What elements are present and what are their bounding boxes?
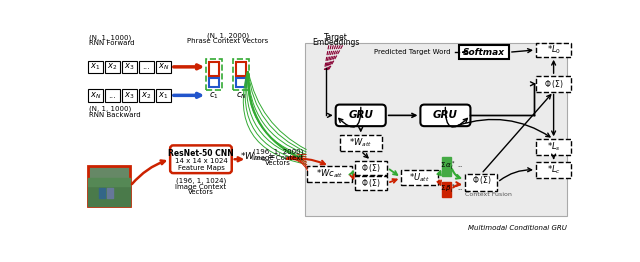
Bar (88, 61, 103, 73)
Bar (355, 161, 387, 175)
Bar (234, 59, 249, 90)
Bar (206, 59, 221, 90)
Bar (105, 89, 120, 101)
Text: Embeddings: Embeddings (312, 39, 360, 47)
Bar (442, 182, 451, 197)
Text: $*L_0$: $*L_0$ (547, 44, 561, 56)
Bar (105, 61, 120, 73)
Bar (209, 78, 220, 87)
Bar (88, 89, 103, 101)
Text: Image Context: Image Context (175, 184, 227, 190)
Bar (442, 157, 451, 176)
Text: Feature Maps: Feature Maps (177, 165, 225, 171)
Bar (139, 89, 154, 101)
Text: $*Wc_{att}$: $*Wc_{att}$ (316, 168, 343, 180)
Text: $x_N$: $x_N$ (90, 90, 101, 101)
Bar (340, 135, 382, 151)
Bar (209, 62, 220, 76)
Bar (156, 89, 171, 101)
Bar (122, 61, 137, 73)
Text: $x_3$: $x_3$ (124, 90, 134, 101)
Text: (196, 1, 1024): (196, 1, 1024) (176, 178, 226, 184)
Text: $x_3$: $x_3$ (124, 62, 134, 72)
Bar (536, 162, 572, 178)
Bar (88, 166, 130, 206)
Text: (N, 1, 1000): (N, 1, 1000) (90, 106, 132, 112)
Text: (196, 1, 2000): (196, 1, 2000) (253, 148, 303, 155)
Text: (N, 1, 1000): (N, 1, 1000) (90, 34, 132, 41)
Bar (536, 76, 572, 91)
Bar (307, 166, 352, 182)
Bar (459, 45, 509, 59)
Text: ...: ... (142, 62, 150, 71)
Bar (536, 43, 572, 57)
Text: Target: Target (324, 33, 348, 42)
Bar (401, 170, 438, 185)
Text: GRU: GRU (348, 110, 373, 120)
Text: Predicted Target Word: Predicted Target Word (374, 49, 451, 55)
Text: Image Context: Image Context (252, 155, 303, 161)
Bar (236, 62, 246, 76)
Text: Vectors: Vectors (188, 189, 214, 195)
Text: $c_N$: $c_N$ (236, 91, 246, 101)
Text: $x_2$: $x_2$ (141, 90, 152, 101)
FancyBboxPatch shape (336, 105, 386, 126)
Text: $\Phi\,(\Sigma)$: $\Phi\,(\Sigma)$ (362, 162, 381, 174)
Text: $c_1$: $c_1$ (209, 91, 219, 101)
Text: Phrase Context Vectors: Phrase Context Vectors (188, 39, 269, 45)
Bar (305, 43, 566, 216)
Text: Vectors: Vectors (265, 160, 291, 166)
Text: (N, 1, 2000): (N, 1, 2000) (207, 33, 249, 39)
Bar (465, 174, 497, 191)
Text: GRU: GRU (433, 110, 458, 120)
Bar (122, 89, 137, 101)
Text: Context Fusion: Context Fusion (465, 192, 513, 197)
Text: RNN Forward: RNN Forward (90, 40, 135, 46)
Text: $*U_{att}$: $*U_{att}$ (410, 172, 430, 184)
FancyBboxPatch shape (420, 105, 470, 126)
Text: Softmax: Softmax (463, 48, 505, 57)
Text: ...: ... (108, 91, 116, 100)
Text: $x_N$: $x_N$ (157, 62, 169, 72)
Text: $*L_s$: $*L_s$ (547, 141, 561, 153)
FancyBboxPatch shape (170, 145, 232, 173)
Text: 14 x 14 x 1024: 14 x 14 x 1024 (175, 158, 227, 164)
Bar (236, 78, 246, 87)
Bar (139, 61, 154, 73)
Text: $\Phi\,(\Sigma)$: $\Phi\,(\Sigma)$ (544, 78, 563, 90)
Bar (536, 139, 572, 155)
Bar (355, 176, 387, 190)
Text: $\Phi\,(\Sigma)$: $\Phi\,(\Sigma)$ (362, 177, 381, 189)
Text: $*W_{att}$: $*W_{att}$ (349, 137, 372, 149)
Text: $*L_c$: $*L_c$ (547, 164, 561, 176)
Text: $x_1$: $x_1$ (90, 62, 100, 72)
Text: $\Sigma\,\alpha_i^*$ ..: $\Sigma\,\alpha_i^*$ .. (440, 160, 463, 173)
Text: $x_2$: $x_2$ (108, 62, 118, 72)
Text: $\Sigma\,\beta_i^*$ ..: $\Sigma\,\beta_i^*$ .. (440, 183, 463, 196)
Text: Multimodal Conditional GRU: Multimodal Conditional GRU (468, 225, 566, 231)
Bar (156, 61, 171, 73)
Text: $x_1$: $x_1$ (158, 90, 168, 101)
Text: $* W_{img}=$: $* W_{img}=$ (240, 151, 276, 164)
Text: RNN Backward: RNN Backward (90, 112, 141, 118)
Text: ResNet-50 CNN: ResNet-50 CNN (168, 149, 234, 158)
Text: $\Phi\,(\Sigma)$: $\Phi\,(\Sigma)$ (472, 174, 491, 186)
